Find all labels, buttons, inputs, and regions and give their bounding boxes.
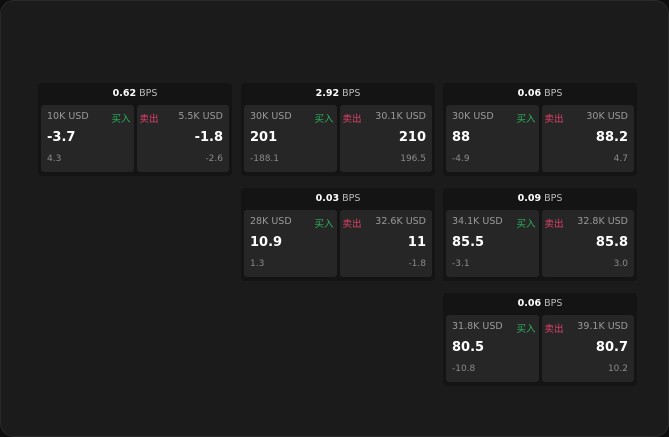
sell-change: 10.2	[607, 364, 628, 374]
sell-price: 88.2	[595, 130, 628, 145]
buy-cell[interactable]: 28K USD 买入 10.9 1.3	[244, 210, 337, 277]
sell-quantity: 32.8K USD	[577, 216, 628, 227]
spread-value: 2.92	[315, 88, 340, 99]
spread-unit: BPS	[544, 88, 563, 99]
sell-price: 85.8	[595, 235, 628, 250]
sell-quantity: 30.1K USD	[375, 111, 426, 122]
buy-label: 买入	[314, 114, 334, 125]
sell-change: 4.7	[613, 154, 628, 164]
sell-cell[interactable]: 卖出 30.1K USD 210 196.5	[339, 105, 432, 172]
sell-label: 卖出	[342, 114, 362, 125]
sell-label: 卖出	[544, 219, 564, 230]
spread-value: 0.06	[517, 88, 542, 99]
buy-price: 80.5	[452, 340, 485, 355]
buy-label: 买入	[516, 219, 536, 230]
sell-label: 卖出	[139, 114, 159, 125]
spread-value: 0.09	[517, 193, 542, 204]
sell-cell[interactable]: 卖出 39.1K USD 80.7 10.2	[541, 315, 634, 382]
buy-label: 买入	[516, 324, 536, 335]
buy-change: 1.3	[250, 259, 265, 269]
sell-change: 196.5	[400, 154, 426, 164]
buy-price: 10.9	[250, 235, 283, 250]
buy-quantity: 10K USD	[47, 111, 89, 122]
buy-price: 88	[452, 130, 471, 145]
buy-label: 买入	[111, 114, 131, 125]
buy-change: 4.3	[47, 154, 62, 164]
quote-card: 0.06 BPS 31.8K USD 买入 80.5 -10.8 卖出 39.1K…	[443, 293, 637, 386]
buy-change: -3.1	[452, 259, 470, 269]
quote-card: 0.09 BPS 34.1K USD 买入 85.5 -3.1 卖出 32.8K …	[443, 188, 637, 281]
buy-cell[interactable]: 34.1K USD 买入 85.5 -3.1	[446, 210, 539, 277]
sell-cell[interactable]: 卖出 5.5K USD -1.8 -2.6	[136, 105, 229, 172]
spread-header: 0.09 BPS	[443, 188, 637, 210]
sell-price: 210	[398, 130, 426, 145]
buy-quantity: 28K USD	[250, 216, 292, 227]
buy-cell[interactable]: 30K USD 买入 201 -188.1	[244, 105, 337, 172]
sell-cell[interactable]: 卖出 32.8K USD 85.8 3.0	[541, 210, 634, 277]
buy-price: 201	[250, 130, 278, 145]
quote-card: 0.03 BPS 28K USD 买入 10.9 1.3 卖出 32.6K USD…	[241, 188, 435, 281]
buy-quantity: 30K USD	[250, 111, 292, 122]
buy-price: 85.5	[452, 235, 485, 250]
spread-header: 0.62 BPS	[38, 83, 232, 105]
sell-label: 卖出	[342, 219, 362, 230]
buy-label: 买入	[516, 114, 536, 125]
spread-value: 0.03	[315, 193, 340, 204]
buy-quantity: 31.8K USD	[452, 321, 503, 332]
buy-price: -3.7	[47, 130, 76, 145]
buy-change: -4.9	[452, 154, 470, 164]
quote-card: 0.06 BPS 30K USD 买入 88 -4.9 卖出 30K USD 88…	[443, 83, 637, 176]
sell-change: -1.8	[408, 259, 426, 269]
buy-cell[interactable]: 31.8K USD 买入 80.5 -10.8	[446, 315, 539, 382]
sell-quantity: 5.5K USD	[178, 111, 223, 122]
sell-quantity: 32.6K USD	[375, 216, 426, 227]
spread-unit: BPS	[139, 88, 158, 99]
buy-label: 买入	[314, 219, 334, 230]
spread-value: 0.62	[112, 88, 137, 99]
quote-card: 0.62 BPS 10K USD 买入 -3.7 4.3 卖出 5.5K USD …	[38, 83, 232, 176]
sell-cell[interactable]: 卖出 30K USD 88.2 4.7	[541, 105, 634, 172]
spread-value: 0.06	[517, 298, 542, 309]
spread-unit: BPS	[342, 193, 361, 204]
buy-cell[interactable]: 30K USD 买入 88 -4.9	[446, 105, 539, 172]
buy-quantity: 34.1K USD	[452, 216, 503, 227]
buy-quantity: 30K USD	[452, 111, 494, 122]
spread-header: 0.06 BPS	[443, 293, 637, 315]
buy-change: -10.8	[452, 364, 476, 374]
sell-change: -2.6	[205, 154, 223, 164]
spread-unit: BPS	[342, 88, 361, 99]
sell-quantity: 30K USD	[586, 111, 628, 122]
sell-change: 3.0	[613, 259, 628, 269]
sell-label: 卖出	[544, 324, 564, 335]
sell-cell[interactable]: 卖出 32.6K USD 11 -1.8	[339, 210, 432, 277]
buy-cell[interactable]: 10K USD 买入 -3.7 4.3	[41, 105, 134, 172]
spread-header: 0.06 BPS	[443, 83, 637, 105]
sell-label: 卖出	[544, 114, 564, 125]
spread-unit: BPS	[544, 193, 563, 204]
spread-header: 0.03 BPS	[241, 188, 435, 210]
sell-price: -1.8	[194, 130, 223, 145]
spread-unit: BPS	[544, 298, 563, 309]
sell-quantity: 39.1K USD	[577, 321, 628, 332]
buy-change: -188.1	[250, 154, 280, 164]
spread-header: 2.92 BPS	[241, 83, 435, 105]
sell-price: 80.7	[595, 340, 628, 355]
sell-price: 11	[407, 235, 426, 250]
quote-card: 2.92 BPS 30K USD 买入 201 -188.1 卖出 30.1K U…	[241, 83, 435, 176]
